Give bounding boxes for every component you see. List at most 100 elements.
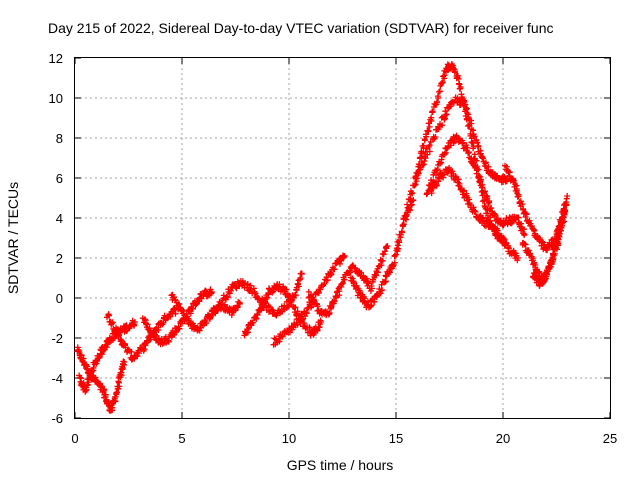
data-point (224, 294, 231, 301)
y-tick-label: 0 (56, 291, 63, 306)
data-point (460, 187, 467, 194)
data-point (482, 188, 488, 195)
data-point (165, 338, 172, 344)
data-point (249, 319, 256, 326)
x-tick-label: 20 (496, 431, 510, 446)
data-point (419, 162, 426, 169)
data-point (386, 269, 393, 276)
y-tick-label: 12 (49, 51, 63, 66)
data-point (314, 327, 321, 334)
data-point (331, 266, 338, 273)
data-point (135, 350, 142, 357)
data-point (102, 391, 109, 398)
data-point (437, 88, 443, 95)
data-point (228, 312, 235, 318)
data-point (491, 210, 498, 217)
data-point (328, 271, 335, 277)
data-point (419, 150, 426, 157)
data-point (518, 220, 524, 227)
data-point (391, 259, 398, 266)
data-point (510, 177, 517, 184)
data-point (279, 332, 286, 339)
data-point (340, 280, 346, 286)
data-point (400, 222, 407, 228)
data-point (236, 301, 243, 307)
data-point (338, 280, 345, 287)
data-point (96, 354, 103, 361)
data-point (141, 316, 148, 323)
data-point (500, 173, 507, 180)
data-point (176, 325, 183, 332)
data-point (556, 222, 563, 229)
data-point (562, 201, 569, 207)
data-point (421, 137, 428, 144)
data-point (424, 151, 431, 158)
data-point (441, 151, 448, 158)
data-point (433, 182, 440, 188)
data-point (208, 290, 215, 296)
data-point (84, 381, 91, 388)
data-point (292, 292, 299, 299)
data-point (426, 142, 433, 149)
data-point (377, 290, 384, 297)
data-point (444, 144, 451, 151)
data-point (466, 149, 472, 156)
data-point (486, 199, 492, 206)
data-point (477, 177, 484, 183)
data-point (400, 221, 407, 228)
data-point (99, 351, 105, 358)
data-point (501, 236, 508, 243)
data-point (327, 272, 334, 279)
data-point (147, 336, 154, 343)
data-point (554, 230, 561, 237)
data-point (409, 189, 415, 196)
data-point (108, 320, 115, 327)
y-tick-label: 4 (56, 211, 63, 226)
data-point (187, 310, 194, 317)
data-point (432, 134, 439, 140)
data-point (470, 145, 477, 152)
data-point (202, 287, 209, 294)
data-point (548, 261, 555, 268)
x-tick-label: 5 (178, 431, 185, 446)
data-point (295, 283, 302, 290)
data-point (261, 299, 268, 306)
data-point (301, 320, 308, 327)
data-point (505, 245, 512, 252)
data-point (426, 148, 433, 155)
data-point (104, 341, 111, 348)
data-point (257, 307, 263, 314)
y-tick-label: -6 (51, 411, 63, 426)
y-tick-label: 2 (56, 251, 63, 266)
data-point (472, 208, 479, 215)
data-point (522, 241, 529, 248)
data-point (553, 241, 560, 248)
data-point (479, 155, 486, 162)
data-point (428, 114, 435, 121)
data-point (83, 386, 90, 393)
data-point (420, 142, 427, 149)
data-point (501, 220, 508, 227)
data-point (192, 302, 199, 309)
data-point (465, 150, 471, 157)
data-point (86, 374, 93, 381)
data-point (320, 282, 327, 289)
data-point (324, 277, 331, 284)
x-tick-label: 0 (71, 431, 78, 446)
data-point (514, 255, 521, 261)
data-point (90, 367, 97, 374)
data-point (464, 144, 471, 151)
data-point (475, 142, 482, 149)
data-point (434, 93, 441, 100)
data-point (223, 304, 230, 311)
data-point (78, 375, 85, 382)
data-point (413, 175, 420, 182)
data-point (403, 211, 410, 218)
chart-title: Day 215 of 2022, Sidereal Day-to-day VTE… (48, 20, 554, 36)
data-point (337, 260, 343, 267)
data-point (207, 313, 214, 320)
data-points (74, 61, 571, 414)
data-point (308, 303, 315, 310)
data-point (422, 155, 429, 162)
data-point (75, 346, 82, 353)
